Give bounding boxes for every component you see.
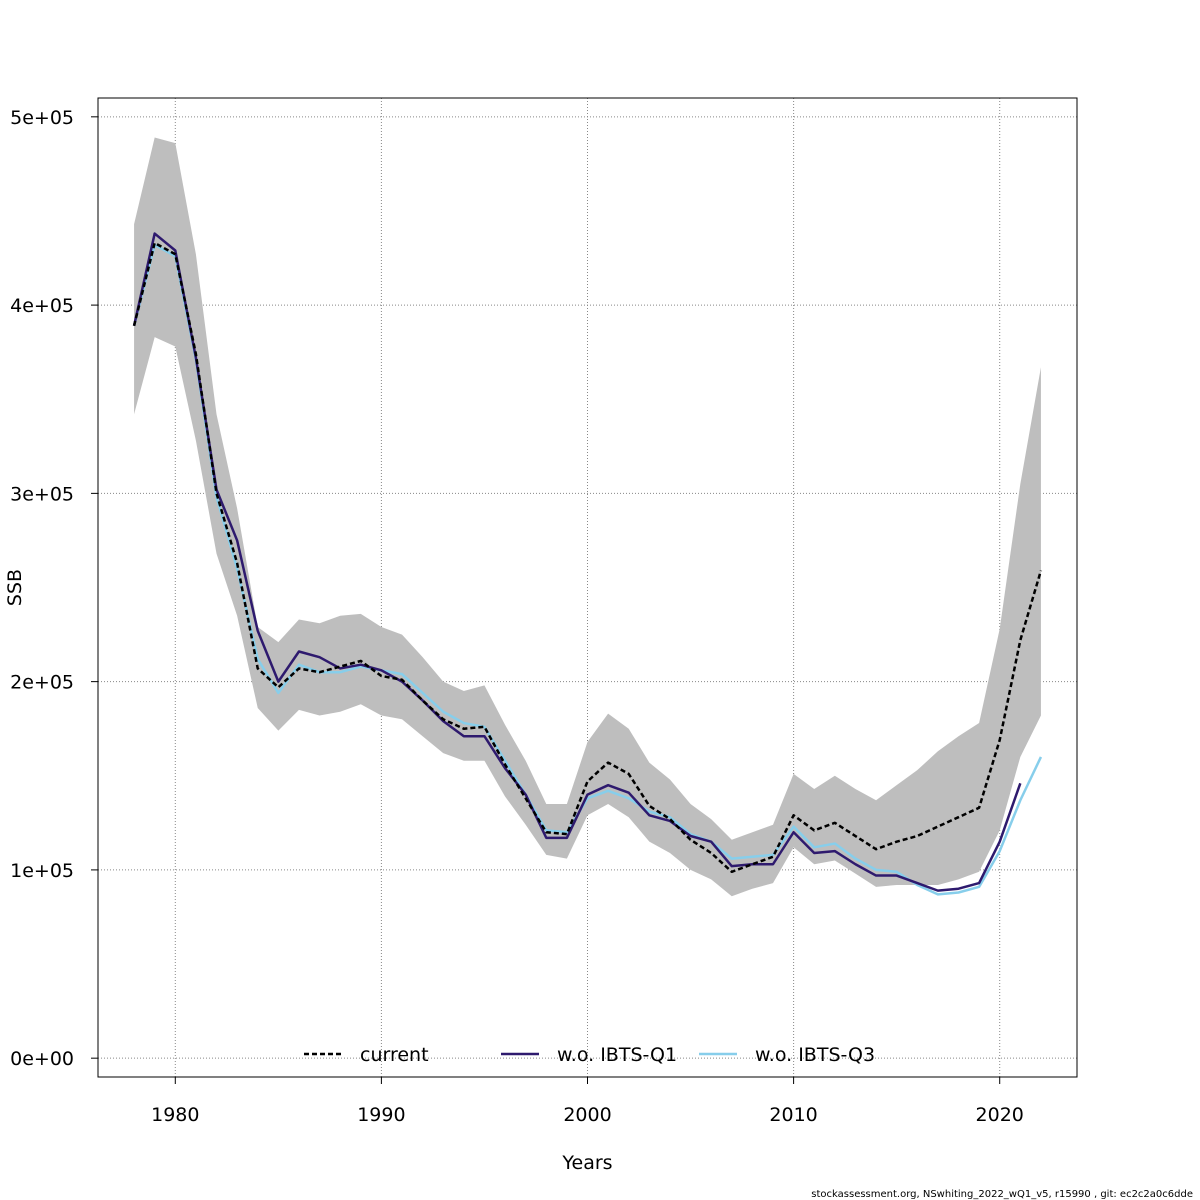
axes: 1980 1990 2000 2010 2020 0e+00 1e+05 2e+05 3e+05… xyxy=(10,107,1024,1126)
x-tick-label: 2010 xyxy=(769,1104,817,1126)
y-tick-label: 2e+05 xyxy=(10,672,74,694)
y-tick-label: 1e+05 xyxy=(10,860,74,882)
x-tick-label: 2020 xyxy=(976,1104,1024,1126)
y-tick-label: 4e+05 xyxy=(10,295,74,317)
x-tick-label: 1980 xyxy=(151,1104,199,1126)
grid xyxy=(98,98,1077,1077)
footer-credit: stockassessment.org, NSwhiting_2022_wQ1_… xyxy=(811,1189,1193,1200)
legend-item-wo-ibts-q1: w.o. IBTS-Q1 xyxy=(501,1044,677,1066)
legend-label-current: current xyxy=(360,1044,429,1066)
series-line-current xyxy=(132,241,1043,874)
legend-label-wo-ibts-q3: w.o. IBTS-Q3 xyxy=(755,1044,875,1066)
legend-label-wo-ibts-q1: w.o. IBTS-Q1 xyxy=(557,1044,677,1066)
y-tick-label: 0e+00 xyxy=(10,1048,74,1070)
y-tick-label: 5e+05 xyxy=(10,107,74,129)
series-lines xyxy=(132,232,1043,896)
legend-item-wo-ibts-q3: w.o. IBTS-Q3 xyxy=(699,1044,875,1066)
series-line-w-o-ibts-q1 xyxy=(132,232,1022,892)
x-tick-label: 2000 xyxy=(563,1104,611,1126)
y-tick-label: 3e+05 xyxy=(10,483,74,505)
legend: current w.o. IBTS-Q1 w.o. IBTS-Q3 xyxy=(304,1044,875,1066)
series-line-w-o-ibts-q3 xyxy=(132,243,1043,896)
y-axis-title: SSB xyxy=(4,569,26,606)
x-axis-title: Years xyxy=(561,1152,612,1174)
x-tick-label: 1990 xyxy=(357,1104,405,1126)
legend-item-current: current xyxy=(304,1044,429,1066)
